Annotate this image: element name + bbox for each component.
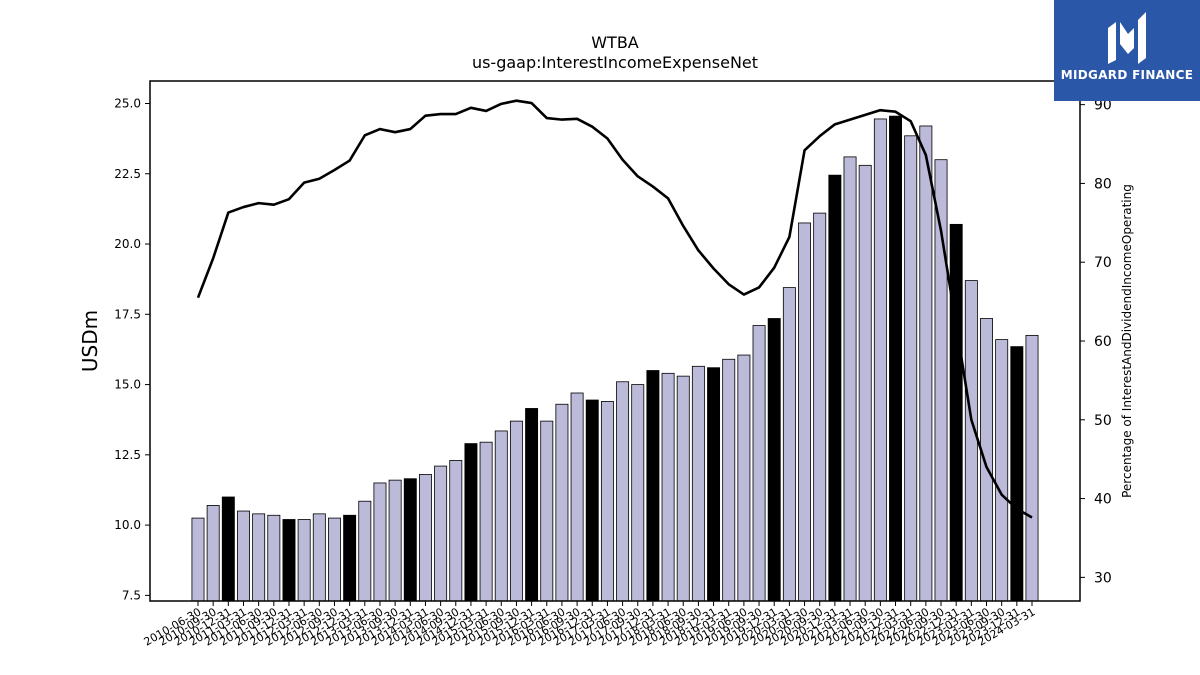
bar-2012-09-30 bbox=[328, 517, 341, 602]
y-tick-label: 7.5 bbox=[122, 588, 141, 602]
bars-group bbox=[191, 115, 1039, 602]
bar-2023-03-31 bbox=[964, 280, 978, 602]
bar-2013-06-30 bbox=[373, 482, 387, 602]
y-tick-label: 22.5 bbox=[114, 167, 141, 181]
bar-2023-06-30 bbox=[980, 318, 993, 602]
bar-2010-06-30 bbox=[191, 517, 205, 602]
bar-2014-06-30 bbox=[434, 465, 448, 602]
bar-2014-09-30 bbox=[449, 460, 463, 602]
y2-tick-label: 60 bbox=[1094, 334, 1112, 350]
y2-tick-label: 50 bbox=[1094, 413, 1112, 429]
bar-2022-03-31 bbox=[904, 135, 918, 602]
bar-2010-09-30 bbox=[206, 505, 220, 602]
y-tick-label: 25.0 bbox=[114, 96, 141, 110]
bar-2018-06-30 bbox=[676, 375, 690, 602]
bar-2013-03-31 bbox=[358, 500, 372, 602]
bar-2015-03-31 bbox=[479, 441, 493, 602]
bar-2021-12-31 bbox=[889, 115, 902, 602]
bar-2019-09-30 bbox=[752, 325, 766, 602]
bar-2022-12-31 bbox=[949, 223, 963, 602]
bar-2017-06-30 bbox=[616, 381, 630, 602]
bar-2016-12-31 bbox=[585, 399, 599, 602]
bar-2018-12-31 bbox=[707, 367, 721, 602]
y-axis-left: 7.5 10.0 12.5 15.0 17.5 20.0 22.5 25.0 bbox=[114, 96, 150, 602]
bar-2021-09-30 bbox=[873, 118, 887, 602]
bar-2013-12-31 bbox=[403, 478, 417, 602]
x-axis: 2010-06-302010-09-302010-12-312011-03-31… bbox=[142, 601, 1038, 649]
y-axis-label: USDm bbox=[78, 310, 102, 372]
bar-2023-09-30 bbox=[995, 339, 1009, 602]
y-tick-label: 17.5 bbox=[114, 307, 141, 321]
y2-tick-label: 30 bbox=[1094, 570, 1112, 586]
y2-tick-label: 80 bbox=[1094, 176, 1112, 192]
y2-axis-label: Percentage of InterestAndDividendIncomeO… bbox=[1120, 184, 1134, 498]
bar-2018-03-31 bbox=[661, 372, 675, 602]
bar-2020-09-30 bbox=[813, 212, 827, 602]
chart-title: WTBA bbox=[591, 33, 639, 52]
bar-2015-06-30 bbox=[494, 430, 508, 602]
bar-2019-03-31 bbox=[722, 358, 736, 602]
bar-2011-06-30 bbox=[252, 513, 266, 602]
bar-2014-12-31 bbox=[464, 443, 478, 602]
y-tick-label: 10.0 bbox=[114, 518, 141, 532]
bar-2012-12-31 bbox=[343, 514, 357, 602]
bar-2011-09-30 bbox=[267, 514, 281, 602]
bar-2017-09-30 bbox=[631, 384, 645, 602]
bar-2019-12-31 bbox=[767, 318, 781, 602]
percentage-line bbox=[196, 99, 1033, 519]
bar-2016-06-30 bbox=[555, 403, 569, 602]
bar-2020-03-31 bbox=[782, 287, 796, 602]
bar-2012-06-30 bbox=[312, 513, 326, 602]
bar-2017-12-31 bbox=[646, 370, 660, 602]
y2-tick-label: 90 bbox=[1094, 98, 1112, 114]
y-tick-label: 20.0 bbox=[114, 237, 141, 251]
bar-2019-06-30 bbox=[737, 354, 751, 602]
chart-subtitle: us-gaap:InterestIncomeExpenseNet bbox=[472, 53, 758, 72]
bar-2015-12-31 bbox=[525, 408, 539, 602]
bar-2010-12-31 bbox=[221, 496, 235, 602]
midgard-finance-logo: MIDGARD FINANCE bbox=[1054, 0, 1200, 101]
bar-2021-03-31 bbox=[843, 156, 857, 602]
bar-2013-09-30 bbox=[388, 479, 402, 602]
bar-2012-03-31 bbox=[297, 519, 311, 602]
bar-2011-12-31 bbox=[282, 519, 296, 602]
line-layer bbox=[196, 99, 1033, 519]
y-axis-right: 30 40 50 60 70 80 90 bbox=[1080, 98, 1112, 586]
bar-2016-09-30 bbox=[570, 392, 584, 602]
midgard-m-icon bbox=[1108, 12, 1146, 64]
logo-text: MIDGARD FINANCE bbox=[1060, 68, 1194, 82]
bar-2018-09-30 bbox=[691, 365, 705, 602]
bar-2014-03-31 bbox=[418, 474, 432, 602]
y2-tick-label: 70 bbox=[1094, 255, 1112, 271]
y-tick-label: 12.5 bbox=[114, 448, 141, 462]
bar-2023-12-31 bbox=[1010, 346, 1024, 602]
bar-2020-06-30 bbox=[798, 222, 812, 602]
bar-2016-03-31 bbox=[540, 420, 554, 602]
bar-2011-03-31 bbox=[237, 510, 250, 602]
bar-2022-06-30 bbox=[919, 125, 933, 602]
y2-tick-label: 40 bbox=[1094, 492, 1112, 508]
bar-2015-09-30 bbox=[509, 420, 523, 602]
y-tick-label: 15.0 bbox=[114, 378, 141, 392]
bar-2020-12-31 bbox=[828, 174, 842, 602]
bar-2017-03-31 bbox=[600, 401, 614, 602]
bar-2021-06-30 bbox=[858, 164, 872, 602]
bar-2024-03-31 bbox=[1025, 334, 1039, 602]
